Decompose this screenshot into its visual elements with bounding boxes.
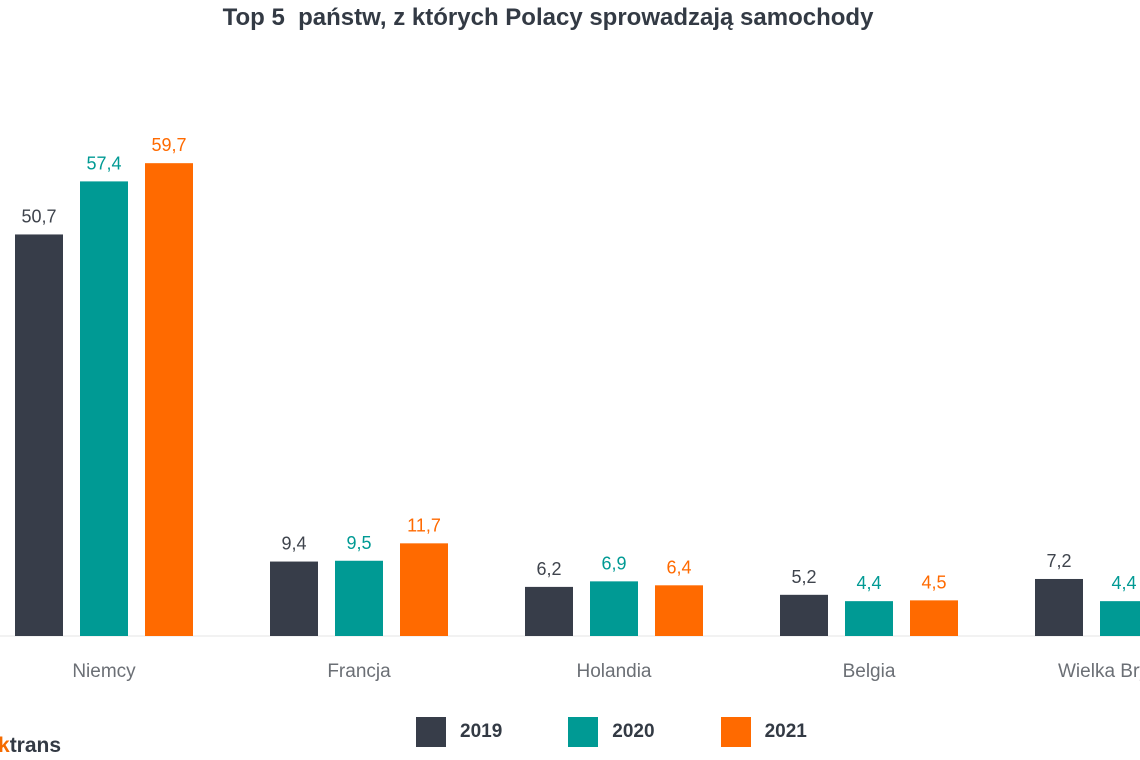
value-label-2019-0: 50,7: [21, 206, 56, 226]
legend-item-2019: 2019: [416, 717, 502, 747]
bar-2020-4: [1100, 601, 1140, 636]
value-label-2021-2: 6,4: [666, 557, 691, 577]
category-label-4: Wielka Brytania: [1058, 661, 1140, 682]
category-label-1: Francja: [327, 661, 391, 682]
value-label-2019-2: 6,2: [536, 559, 561, 579]
brand-text: trans: [9, 734, 62, 757]
category-label-3: Belgia: [843, 661, 896, 682]
bar-2021-2: [655, 585, 703, 636]
bar-2019-4: [1035, 578, 1083, 636]
legend-item-2021: 2021: [720, 717, 807, 747]
category-labels-group: Niemcy Francja Holandia Belgia Wielka Brytan…: [72, 661, 1140, 682]
value-label-2020-3: 4,4: [856, 573, 881, 593]
value-label-2021-0: 59,7: [151, 135, 186, 155]
value-label-2019-1: 9,4: [281, 534, 306, 554]
category-label-2: Holandia: [577, 661, 652, 682]
brand-accent: k: [0, 734, 10, 757]
bar-2021-1: [400, 543, 448, 636]
legend-item-2020: 2020: [568, 717, 655, 747]
value-label-2021-1: 11,7: [407, 515, 441, 535]
legend-label-2019: 2019: [460, 721, 503, 742]
brand-logo: ktrans: [0, 734, 61, 758]
bar-2020-0: [80, 181, 128, 636]
bar-2020-3: [845, 601, 893, 636]
legend: 2019 2020 2021: [416, 716, 873, 748]
bars-group: [15, 163, 1140, 636]
bar-2019-2: [525, 586, 573, 636]
value-labels-group: 50,7 57,4 59,7 9,4 9,5 11,7 6,2 6,9 6,4 5,2 4,4 4,5…: [21, 135, 1136, 593]
value-label-2020-1: 9,5: [346, 533, 371, 553]
bar-2020-1: [335, 560, 383, 636]
chart-title: Top 5 państw, z których Polacy sprowadza…: [222, 4, 874, 31]
value-label-2020-0: 57,4: [86, 153, 121, 173]
legend-label-2020: 2020: [612, 721, 655, 742]
bar-2019-1: [270, 561, 318, 636]
value-label-2019-4: 7,2: [1046, 551, 1071, 571]
legend-label-2021: 2021: [764, 721, 807, 742]
bar-2019-3: [780, 594, 828, 636]
value-label-2020-2: 6,9: [601, 553, 626, 573]
bar-2020-2: [590, 581, 638, 636]
value-label-2021-3: 4,5: [921, 572, 946, 592]
category-label-0: Niemcy: [72, 661, 136, 682]
bar-2021-0: [145, 163, 193, 636]
legend-swatch-2020: [568, 717, 599, 747]
legend-swatch-2019: [416, 717, 446, 747]
value-label-2020-4: 4,4: [1111, 573, 1136, 593]
value-label-2019-3: 5,2: [791, 567, 816, 587]
bar-2021-3: [910, 600, 958, 636]
legend-swatch-2021: [720, 717, 751, 747]
bar-2019-0: [15, 234, 63, 636]
